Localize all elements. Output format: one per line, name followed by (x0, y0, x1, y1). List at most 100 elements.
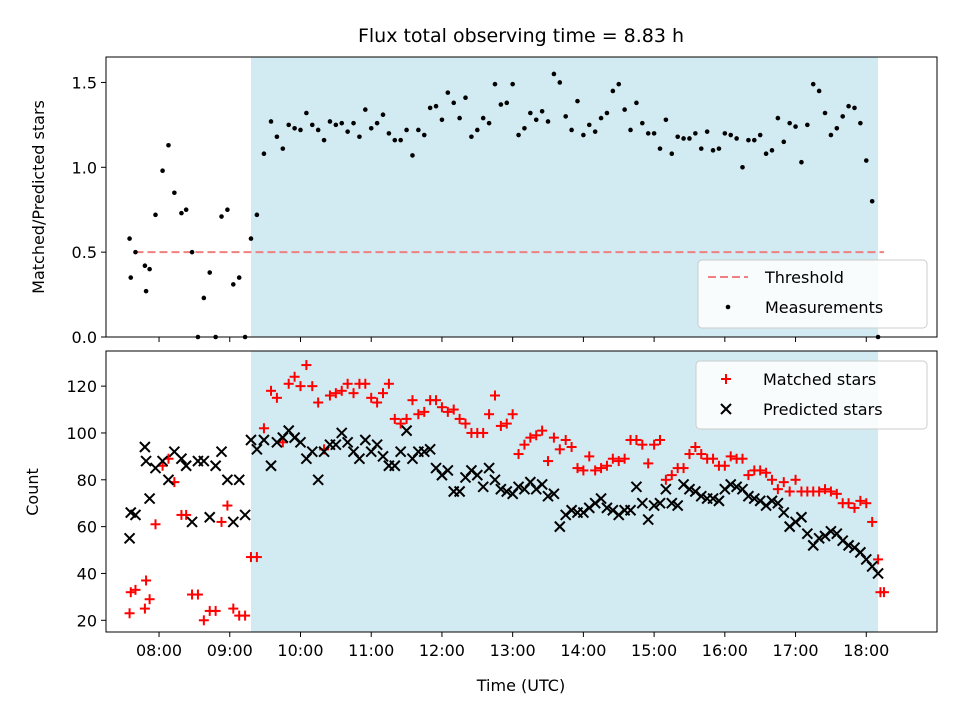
matched-star-point (283, 378, 294, 389)
predicted-star-point (129, 509, 142, 521)
matched-star-point (867, 516, 878, 527)
x-tick-label: 15:00 (631, 641, 677, 660)
predicted-star-point (501, 485, 513, 498)
measurement-point (698, 146, 704, 151)
predicted-star-point (707, 492, 719, 505)
measurement-point (651, 131, 657, 136)
predicted-star-point (418, 445, 430, 458)
predicted-star-point (245, 434, 257, 446)
predicted-star-point (642, 513, 654, 526)
matched-star-point (454, 413, 465, 424)
measurement-point (781, 139, 787, 145)
measurement-point (598, 115, 604, 121)
matched-star-point (761, 467, 772, 478)
x-tick-label: 12:00 (419, 641, 465, 660)
matched-star-point (619, 453, 630, 464)
predicted-star-point (156, 455, 169, 467)
matched-star-point (419, 406, 430, 417)
matched-star-point (307, 381, 318, 392)
matched-star-point (655, 434, 665, 445)
measurement-point (398, 137, 403, 143)
bottom-x-tick: 09:00 (207, 632, 253, 660)
measurement-point (451, 100, 457, 106)
predicted-star-point (872, 567, 884, 580)
matched-star-point (489, 390, 500, 401)
matched-star-point (790, 474, 801, 485)
bottom-y-tick-label: 40 (77, 564, 97, 583)
measurement-point (304, 110, 309, 116)
measurement-point (128, 275, 134, 280)
matched-star-point (513, 449, 524, 460)
measurement-point (201, 295, 207, 301)
top-y-tick-label: 1.0 (72, 158, 97, 177)
matched-star-point (295, 381, 306, 392)
measurement-point (492, 81, 498, 87)
measurement-point (189, 249, 195, 255)
bottom-x-tick: 15:00 (631, 632, 677, 660)
matched-star-point (596, 463, 607, 474)
predicted-star-point (495, 483, 507, 495)
predicted-star-point (542, 490, 554, 502)
measurement-point (268, 119, 274, 124)
measurement-point (236, 275, 242, 280)
measurement-point (486, 120, 492, 126)
measurement-point (663, 117, 669, 123)
measurement-point (563, 114, 569, 119)
legend-measurement-swatch (725, 304, 731, 310)
bottom-x-tick: 18:00 (843, 632, 889, 660)
predicted-star-point (294, 436, 307, 449)
matched-star-point (324, 390, 335, 401)
predicted-star-point (666, 497, 678, 509)
matched-star-point (478, 427, 489, 438)
matched-star-point (181, 509, 192, 520)
measurement-point (669, 151, 675, 157)
measurement-point (309, 122, 315, 128)
matched-star-point (342, 378, 353, 389)
x-tick-label: 10:00 (277, 641, 323, 660)
measurement-point (351, 120, 356, 126)
legend-predicted-label: Predicted stars (763, 400, 883, 419)
bottom-x-tick: 14:00 (560, 632, 606, 660)
measurement-point (869, 198, 875, 204)
predicted-star-point (683, 483, 696, 495)
measurement-point (143, 288, 149, 294)
measurement-point (172, 190, 177, 196)
bottom-axes-frame (105, 350, 938, 633)
measurement-point (846, 103, 851, 109)
predicted-star-point (209, 460, 222, 472)
matched-star-point (251, 552, 262, 563)
predicted-star-point (595, 492, 607, 505)
matched-star-point (501, 418, 512, 429)
measurement-point (333, 122, 339, 128)
measurement-point (327, 119, 333, 124)
predicted-star-point (215, 445, 228, 458)
matched-star-point (631, 434, 642, 445)
measurement-point (716, 146, 722, 151)
bottom-x-tick: 11:00 (348, 632, 394, 660)
x-tick-label: 08:00 (136, 641, 182, 660)
predicted-star-point (624, 504, 637, 516)
predicted-star-point (825, 525, 837, 538)
measurement-point (183, 207, 189, 213)
measurement-point (127, 236, 132, 241)
bottom-x-tick: 12:00 (419, 632, 465, 660)
top-y-tick-label: 0.5 (72, 243, 97, 262)
matched-star-point (372, 397, 383, 408)
predicted-star-point (601, 502, 613, 514)
matched-star-point (130, 584, 141, 595)
measurement-point (469, 134, 474, 140)
measurement-point (751, 137, 757, 143)
predicted-star-point (671, 499, 684, 512)
predicted-star-point (258, 434, 270, 446)
measurement-point (858, 120, 863, 126)
legend-matched-label: Matched stars (763, 370, 876, 389)
measurement-point (657, 146, 663, 151)
bottom-y-tick-label: 80 (77, 471, 97, 490)
bottom-x-tick: 13:00 (490, 632, 536, 660)
measurement-point (704, 129, 710, 134)
predicted-star-point (424, 443, 436, 456)
matched-star-point (216, 516, 227, 527)
predicted-star-point (123, 532, 136, 545)
predicted-star-point (471, 469, 484, 481)
x-tick-label: 13:00 (490, 641, 536, 660)
